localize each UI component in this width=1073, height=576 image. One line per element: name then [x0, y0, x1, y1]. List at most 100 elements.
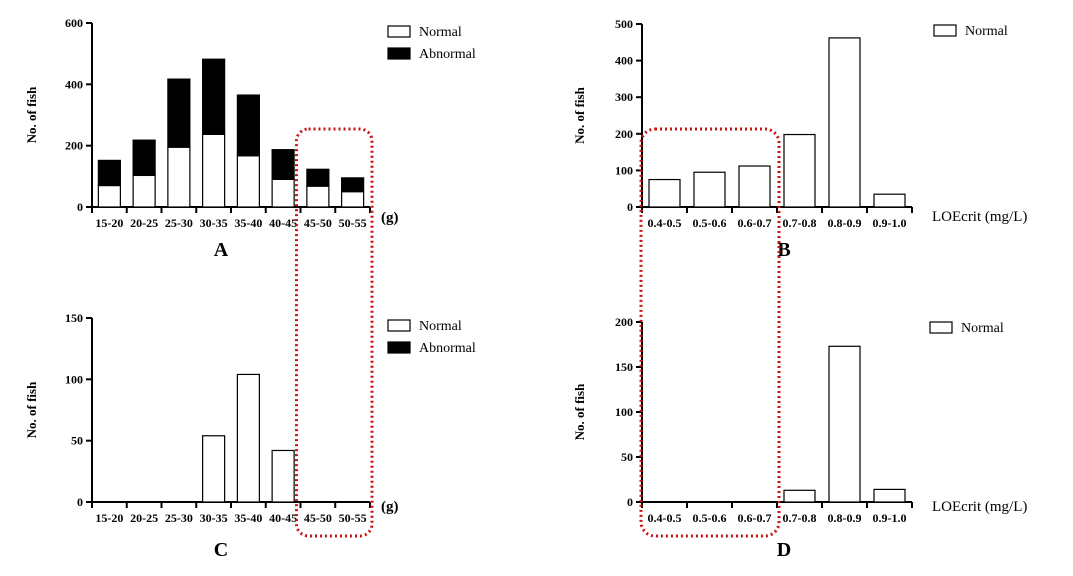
- bar-abnormal: [306, 168, 330, 187]
- bar-normal: [236, 155, 260, 208]
- y-axis-title: No. of fish: [572, 86, 587, 143]
- x-tick-label: 30-35: [200, 511, 228, 525]
- legend-swatch-normal: [933, 24, 957, 37]
- highlight-box-loecrit: [639, 127, 781, 538]
- bar-normal: [828, 345, 861, 503]
- bar-abnormal: [271, 149, 295, 181]
- x-tick-label: 0.5-0.6: [693, 216, 727, 230]
- y-axis-title: No. of fish: [24, 86, 39, 143]
- y-axis-title: No. of fish: [24, 381, 39, 438]
- x-unit-label: (g): [381, 499, 399, 515]
- bar-normal: [693, 171, 726, 208]
- legend-swatch-abnormal: [387, 341, 411, 354]
- x-tick-label: 40-45: [269, 511, 297, 525]
- legend-label-normal: Normal: [965, 24, 1008, 39]
- y-tick-label: 400: [65, 77, 83, 91]
- x-tick-label: 0.8-0.9: [828, 511, 862, 525]
- x-tick-label: 50-55: [339, 216, 367, 230]
- legend-label-abnormal: Abnormal: [419, 47, 476, 62]
- bar-normal: [828, 37, 861, 208]
- legend-swatch-abnormal: [387, 47, 411, 60]
- bar-abnormal: [97, 159, 121, 187]
- x-tick-label: 25-30: [165, 216, 193, 230]
- bar-normal: [783, 489, 816, 503]
- x-tick-label: 0.6-0.7: [738, 216, 772, 230]
- bar-normal: [873, 488, 906, 503]
- x-tick-label: 50-55: [339, 511, 367, 525]
- bar-abnormal: [202, 58, 226, 135]
- bar-normal: [202, 435, 226, 503]
- bar-normal: [271, 449, 295, 503]
- x-tick-label: 15-20: [95, 511, 123, 525]
- x-tick-label: 45-50: [304, 216, 332, 230]
- legend-label-abnormal: Abnormal: [419, 341, 476, 356]
- bar-normal: [167, 146, 191, 208]
- bar-normal: [738, 165, 771, 208]
- bar-abnormal: [341, 177, 365, 193]
- legend-swatch-normal: [387, 25, 411, 38]
- x-tick-label: 0.4-0.5: [648, 216, 682, 230]
- panel-label: A: [214, 239, 229, 261]
- y-tick-label: 200: [65, 139, 83, 153]
- bar-abnormal: [132, 139, 156, 177]
- legend-swatch-normal: [387, 319, 411, 332]
- x-tick-label: 0.7-0.8: [783, 216, 817, 230]
- x-unit-label: (g): [381, 210, 399, 226]
- y-tick-label: 100: [615, 405, 633, 419]
- y-tick-label: 0: [77, 200, 83, 214]
- x-tick-label: 40-45: [269, 216, 297, 230]
- y-tick-label: 200: [615, 315, 633, 329]
- bar-abnormal: [167, 78, 191, 148]
- bar-normal: [97, 184, 121, 208]
- y-tick-label: 150: [65, 311, 83, 325]
- x-tick-label: 0.8-0.9: [828, 216, 862, 230]
- y-tick-label: 100: [615, 163, 633, 177]
- bar-normal: [132, 174, 156, 208]
- panel-b: 0 100 200 300 400 500 No. of fish 0.4-0.5 0.5-0.…: [572, 17, 1027, 261]
- x-tick-label: 30-35: [200, 216, 228, 230]
- x-tick-label: 15-20: [95, 216, 123, 230]
- y-tick-label: 100: [65, 372, 83, 386]
- bar-normal: [783, 133, 816, 208]
- x-tick-label: 0.6-0.7: [738, 511, 772, 525]
- y-tick-label: 200: [615, 127, 633, 141]
- panel-a: 0 200 400 600 No. of fish 15-20 20-25 25-30 30-3…: [24, 16, 476, 261]
- x-unit-label: LOEcrit (mg/L): [932, 209, 1027, 225]
- panel-label: B: [777, 239, 790, 261]
- y-tick-label: 150: [615, 360, 633, 374]
- panel-label: C: [214, 539, 228, 561]
- x-tick-label: 0.4-0.5: [648, 511, 682, 525]
- legend-label-normal: Normal: [419, 319, 462, 334]
- y-tick-label: 0: [77, 495, 83, 509]
- bar-normal: [341, 191, 365, 208]
- x-unit-label: LOEcrit (mg/L): [932, 499, 1027, 515]
- y-tick-label: 50: [71, 434, 83, 448]
- bar-normal: [271, 178, 295, 208]
- bar-normal: [648, 178, 681, 208]
- y-tick-label: 300: [615, 90, 633, 104]
- legend-swatch-normal: [929, 321, 953, 334]
- panel-d: 0 50 100 150 200 No. of fish 0.4-0.5 0.5-0.6 0.6…: [572, 315, 1027, 561]
- legend-label-normal: Normal: [961, 321, 1004, 336]
- bar-normal: [306, 185, 330, 208]
- x-tick-label: 25-30: [165, 511, 193, 525]
- x-tick-label: 20-25: [130, 511, 158, 525]
- x-tick-label: 0.5-0.6: [693, 511, 727, 525]
- x-tick-label: 35-40: [234, 216, 262, 230]
- panel-label: D: [777, 539, 791, 561]
- y-tick-label: 0: [627, 200, 633, 214]
- x-tick-label: 45-50: [304, 511, 332, 525]
- bar-normal: [236, 373, 260, 503]
- y-tick-label: 600: [65, 16, 83, 30]
- x-tick-label: 0.9-1.0: [873, 216, 907, 230]
- bar-abnormal: [236, 94, 260, 157]
- legend-label-normal: Normal: [419, 25, 462, 40]
- x-tick-label: 20-25: [130, 216, 158, 230]
- x-tick-label: 35-40: [234, 511, 262, 525]
- bar-normal: [202, 133, 226, 208]
- x-tick-label: 0.9-1.0: [873, 511, 907, 525]
- x-tick-label: 0.7-0.8: [783, 511, 817, 525]
- y-axis-title: No. of fish: [572, 383, 587, 440]
- panel-c: 0 50 100 150 No. of fish 15-20 20-25 25-30 30-35…: [24, 311, 476, 561]
